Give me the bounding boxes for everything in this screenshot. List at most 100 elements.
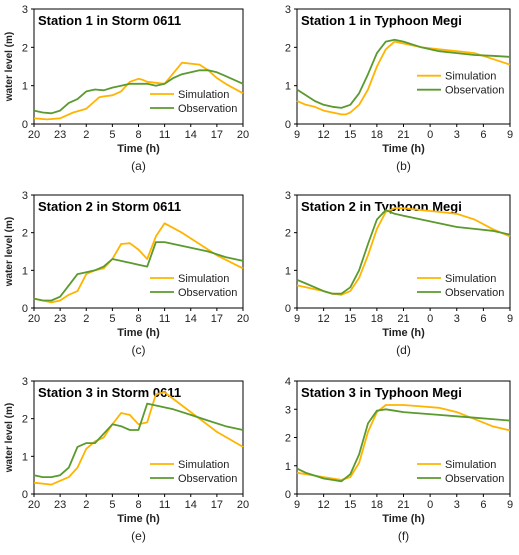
chart-title: Station 1 in Typhoon Megi	[301, 13, 462, 28]
chart-title: Station 2 in Storm 0611	[38, 199, 181, 214]
series-line-observation	[33, 402, 244, 478]
x-tick-label: 9	[507, 499, 513, 511]
y-tick-label: 0	[22, 489, 28, 501]
x-axis-label: Time (h)	[382, 513, 425, 525]
x-tick-label: 15	[344, 129, 356, 141]
chart-title: Station 3 in Storm 0611	[38, 385, 181, 400]
chart-title: Station 1 in Storm 0611	[38, 13, 181, 28]
y-tick-label: 2	[285, 42, 291, 54]
y-tick-label: 3	[285, 190, 291, 202]
y-tick-label: 1	[285, 81, 291, 93]
x-tick-label: 23	[54, 129, 66, 141]
x-tick-label: 6	[480, 499, 486, 511]
legend-label: Observation	[178, 287, 237, 299]
x-tick-label: 11	[159, 129, 170, 141]
x-tick-label: 18	[371, 499, 383, 511]
x-tick-label: 21	[397, 313, 409, 325]
y-tick-label: 1	[22, 451, 28, 463]
x-tick-label: 3	[454, 313, 460, 325]
x-tick-label: 23	[54, 313, 66, 325]
x-tick-label: 23	[54, 499, 66, 511]
y-tick-label: 1	[285, 461, 291, 473]
legend-label: Observation	[178, 473, 237, 485]
y-tick-label: 1	[22, 81, 28, 93]
y-tick-label: 0	[22, 303, 28, 315]
x-tick-label: 18	[371, 313, 383, 325]
x-tick-label: 8	[135, 313, 141, 325]
series-line-simulation	[33, 391, 244, 486]
x-tick-label: 20	[28, 129, 40, 141]
x-tick-label: 0	[427, 129, 433, 141]
x-tick-label: 2	[83, 313, 89, 325]
x-axis-label: Time (h)	[117, 327, 160, 339]
y-axis-label: water level (m)	[4, 403, 15, 473]
x-tick-label: 20	[237, 499, 249, 511]
x-tick-label: 21	[397, 129, 409, 141]
legend-label: Simulation	[445, 459, 496, 471]
y-tick-label: 2	[285, 433, 291, 445]
panel-label: (f)	[398, 529, 409, 543]
panel-label: (d)	[396, 343, 411, 357]
x-tick-label: 5	[109, 313, 115, 325]
x-axis-label: Time (h)	[117, 143, 160, 155]
chart-title: Station 3 in Typhoon Megi	[301, 385, 462, 400]
legend-label: Observation	[445, 287, 504, 299]
series-line-simulation	[296, 40, 511, 116]
x-tick-label: 20	[28, 499, 40, 511]
legend-label: Simulation	[178, 273, 229, 285]
x-tick-label: 14	[185, 499, 197, 511]
y-tick-label: 4	[285, 376, 291, 388]
series-line-observation	[33, 69, 244, 115]
x-tick-label: 5	[109, 499, 115, 511]
x-tick-label: 17	[211, 313, 223, 325]
x-tick-label: 21	[397, 499, 409, 511]
y-tick-label: 3	[22, 4, 28, 16]
x-tick-label: 3	[454, 129, 460, 141]
x-tick-label: 20	[237, 129, 249, 141]
y-tick-label: 2	[285, 228, 291, 240]
x-tick-label: 9	[507, 129, 513, 141]
y-tick-label: 3	[22, 190, 28, 202]
x-tick-label: 17	[211, 129, 223, 141]
x-tick-label: 14	[185, 129, 197, 141]
legend-label: Simulation	[445, 71, 496, 83]
x-tick-label: 8	[135, 129, 141, 141]
x-tick-label: 9	[507, 313, 513, 325]
legend-label: Observation	[178, 103, 237, 115]
x-tick-label: 18	[371, 129, 383, 141]
series-line-observation	[33, 241, 244, 302]
x-tick-label: 2	[83, 499, 89, 511]
x-tick-label: 20	[28, 313, 40, 325]
x-tick-label: 0	[427, 499, 433, 511]
x-tick-label: 6	[480, 313, 486, 325]
panel-label: (e)	[131, 529, 146, 543]
y-tick-label: 0	[285, 489, 291, 501]
series-line-observation	[296, 38, 511, 109]
y-tick-label: 0	[22, 119, 28, 131]
legend-label: Simulation	[178, 459, 229, 471]
x-tick-label: 11	[159, 313, 170, 325]
y-tick-label: 2	[22, 42, 28, 54]
y-tick-label: 2	[22, 414, 28, 426]
x-tick-label: 12	[318, 129, 330, 141]
panel-label: (a)	[131, 159, 146, 173]
x-tick-label: 9	[294, 499, 300, 511]
y-axis-label: water level (m)	[4, 217, 15, 287]
x-tick-label: 9	[294, 129, 300, 141]
x-axis-label: Time (h)	[382, 327, 425, 339]
x-tick-label: 20	[237, 313, 249, 325]
x-tick-label: 11	[159, 499, 170, 511]
x-tick-label: 9	[294, 313, 300, 325]
series-line-observation	[296, 408, 511, 483]
x-tick-label: 0	[427, 313, 433, 325]
y-tick-label: 0	[285, 303, 291, 315]
x-tick-label: 15	[344, 313, 356, 325]
x-tick-label: 17	[211, 499, 223, 511]
y-tick-label: 3	[285, 404, 291, 416]
x-tick-label: 5	[109, 129, 115, 141]
x-tick-label: 12	[318, 313, 330, 325]
